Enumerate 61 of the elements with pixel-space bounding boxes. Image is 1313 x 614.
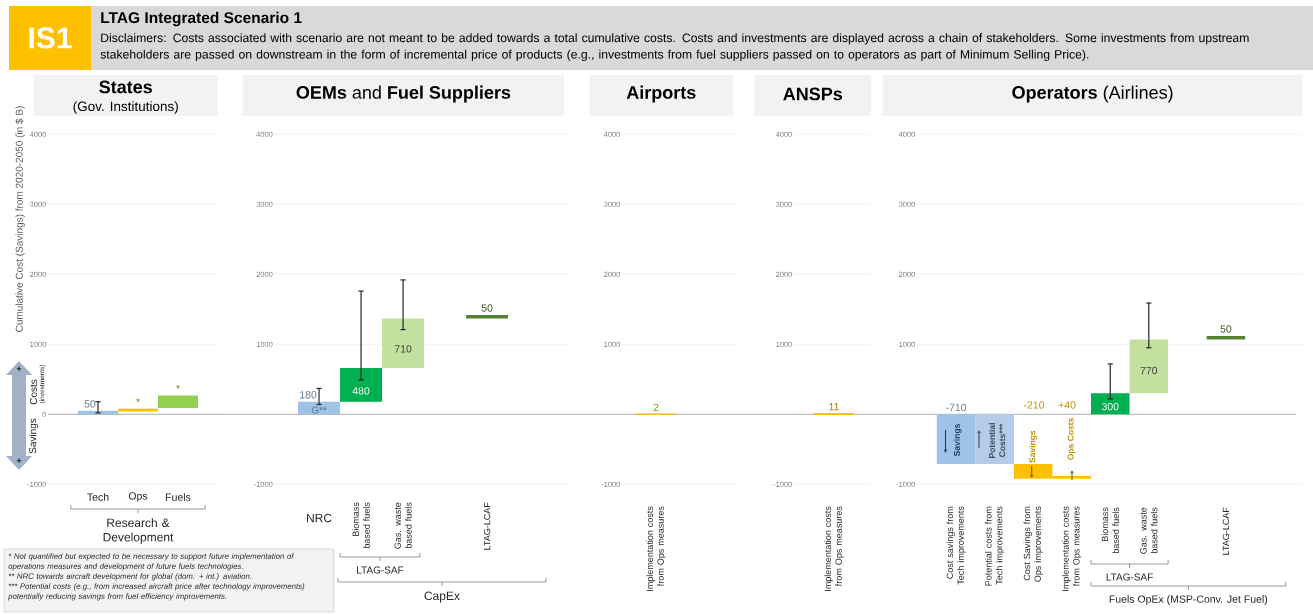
text: + (16, 458, 22, 463)
bar (1090, 393, 1130, 415)
data-label: 11 (829, 403, 839, 411)
bar (298, 401, 341, 415)
text: Costs (29, 379, 38, 405)
text: Fuels OpEx (MSP-Conv. Jet Fuel) (1109, 595, 1268, 605)
text: Disclaimers: Costs associated with scenario are not meant to be added towards a total cumulative costs. Costs and investments are displayed across a chain of stakeholders. Some investments from upstream stakeholders are passed on downstream in the form of incremental price of products (e.g., investments from fuel suppliers passed on to operators as part of Minimum Selling Price). (100, 33, 1249, 62)
x-tick-label: Tech (87, 493, 109, 501)
x-tick-label: Biomass based fuels (1101, 507, 1119, 554)
x-tick-label: Cost Savings from Ops improvements (1023, 506, 1043, 582)
text: LTAG Integrated Scenario 1 (101, 11, 302, 27)
annotation: Savings (1029, 430, 1037, 463)
bar (1129, 339, 1169, 394)
y-axis-title: Cumulative Cost (Savings) from 2020-2050 (in $ B) (15, 106, 25, 332)
data-label: 50 (481, 304, 493, 312)
data-label: 50 (1220, 325, 1232, 333)
chart-title: ANSPs (783, 87, 843, 101)
data-label: 480 (352, 387, 370, 395)
annotation: Savings (953, 424, 962, 457)
data-label: 770 (1140, 366, 1158, 375)
x-tick-label: Ops (128, 492, 148, 502)
text: + (16, 366, 22, 371)
bar (936, 414, 976, 464)
data-label: 180 (300, 391, 317, 399)
data-label: * (176, 384, 180, 389)
chart-title: Airports (626, 85, 696, 103)
chart-title: States (99, 80, 152, 94)
x-tick-label: Implementation costs from Ops measures (646, 506, 666, 591)
x-tick-label: LTAG-LCAF (1222, 507, 1230, 555)
chart-title: Operators (Airlines) (1012, 85, 1173, 103)
chart-subtitle: (Gov. Institutions) (73, 101, 178, 114)
data-label: 50 (84, 400, 96, 408)
x-tick-label: NRC (307, 513, 332, 523)
bar (340, 368, 383, 402)
x-tick-label: Implementation costs from Ops measures (1062, 506, 1082, 591)
x-tick-label: Potential costs from Tech improvements (985, 506, 1005, 586)
annotation: Ops Costs (1067, 418, 1076, 460)
text: Savings (28, 418, 39, 454)
bar (158, 395, 199, 408)
text: CapEx (424, 591, 460, 603)
x-tick-label: LTAG-LCAF (483, 502, 491, 550)
data-label: 2 (653, 403, 659, 411)
text: LTAG-SAF (357, 566, 404, 574)
text: LTAG-SAF (1106, 573, 1153, 581)
x-tick-label: Cost savings from Tech improvements (946, 506, 966, 585)
data-label: -710 (946, 403, 967, 412)
x-tick-label: Implementation costs from Ops measures (824, 506, 844, 591)
text: IS1 (29, 27, 72, 49)
annotation: G** (311, 406, 327, 414)
data-label: * (136, 398, 140, 402)
annotation: +40 (1058, 401, 1076, 409)
annotation: Potential Costs*** (988, 423, 1006, 458)
annotation: -210 (1023, 401, 1045, 409)
data-label: 300 (1101, 402, 1119, 411)
bar (382, 318, 425, 369)
text: Research & Development (103, 518, 174, 544)
x-tick-label: Biomass based fuels (352, 502, 370, 549)
data-label: 710 (394, 345, 412, 353)
chart-title: OEMs and Fuel Suppliers (296, 85, 511, 103)
bar (975, 414, 1014, 464)
x-tick-label: Fuels (166, 493, 191, 501)
